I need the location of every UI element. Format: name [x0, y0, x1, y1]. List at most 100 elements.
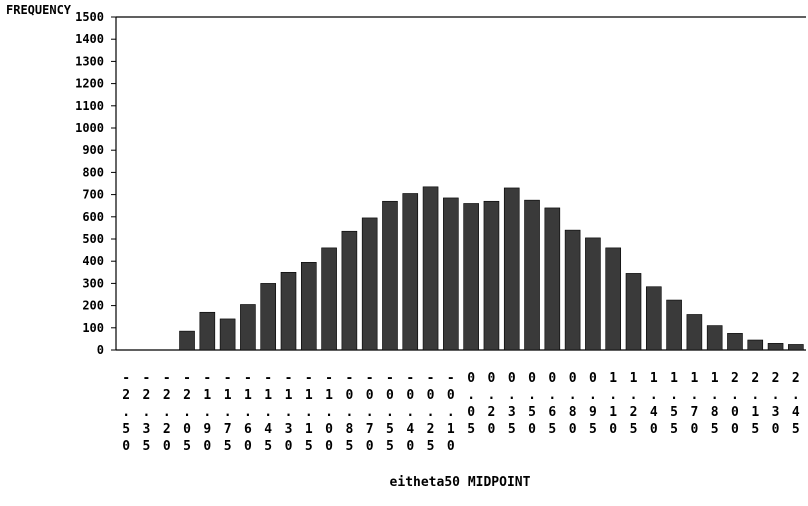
- x-tick-label-char: 1: [305, 388, 313, 403]
- x-tick-label-char: 1: [447, 422, 455, 437]
- x-tick-label-char: 0: [447, 439, 455, 454]
- x-tick-label-char: 5: [427, 439, 435, 454]
- x-tick-label-char: 5: [792, 422, 800, 437]
- bar: [280, 271, 297, 351]
- x-tick-label-char: 8: [345, 422, 353, 437]
- x-tick-label-char: -: [345, 371, 353, 386]
- x-tick-label-char: .: [244, 405, 252, 420]
- bar: [341, 230, 358, 351]
- x-tick-label-char: 4: [792, 405, 800, 420]
- x-tick-label-char: 0: [569, 422, 577, 437]
- x-tick-label-char: .: [386, 405, 394, 420]
- x-tick-label-char: 0: [406, 439, 414, 454]
- y-tick-label: 200: [82, 299, 104, 313]
- x-tick-label-char: 0: [609, 422, 617, 437]
- x-tick-label-char: 0: [528, 422, 536, 437]
- x-tick-label-char: 2: [751, 371, 759, 386]
- x-tick-label-char: 4: [650, 405, 658, 420]
- x-tick-label-char: 0: [406, 388, 414, 403]
- x-tick-label-char: -: [406, 371, 414, 386]
- x-tick-label-char: .: [548, 388, 556, 403]
- x-tick-label-char: 0: [731, 422, 739, 437]
- y-tick-label: 0: [97, 343, 104, 357]
- y-tick-label: 1000: [75, 121, 104, 135]
- bar: [625, 273, 642, 351]
- x-tick-label-char: 2: [488, 405, 496, 420]
- x-tick-label-char: 0: [447, 388, 455, 403]
- x-tick-label-char: 1: [224, 388, 232, 403]
- bar: [524, 199, 540, 351]
- bar: [463, 203, 479, 351]
- x-tick-label-char: -: [244, 371, 252, 386]
- x-tick-label-char: 0: [163, 439, 171, 454]
- bar: [422, 186, 439, 351]
- bar: [260, 283, 277, 351]
- x-tick-label-char: 0: [690, 422, 698, 437]
- bar: [483, 200, 500, 351]
- x-tick-label-char: 0: [508, 371, 516, 386]
- y-tick-label: 1400: [75, 32, 104, 46]
- x-tick-label-char: -: [325, 371, 333, 386]
- x-tick-label-char: 5: [670, 405, 678, 420]
- x-tick-label-char: 0: [731, 405, 739, 420]
- bar: [199, 311, 216, 351]
- bar: [219, 318, 236, 351]
- x-tick-label-char: 8: [711, 405, 719, 420]
- x-tick-label-char: -: [122, 371, 130, 386]
- x-tick-label-char: .: [345, 405, 353, 420]
- bar: [666, 299, 682, 351]
- x-tick-label-char: 0: [467, 405, 475, 420]
- x-tick-label-char: 0: [467, 371, 475, 386]
- x-tick-label-char: 4: [264, 422, 272, 437]
- x-tick-label-char: .: [650, 388, 658, 403]
- y-tick-label: 1200: [75, 77, 104, 91]
- bar: [443, 197, 459, 351]
- x-tick-label-char: 0: [122, 439, 130, 454]
- x-tick-label-char: .: [630, 388, 638, 403]
- bars-group: [179, 186, 804, 351]
- x-tick-label-char: 6: [244, 422, 252, 437]
- x-tick-label-char: 5: [183, 439, 191, 454]
- x-tick-label-char: 5: [386, 439, 394, 454]
- x-tick-label-char: .: [366, 405, 374, 420]
- x-tick-label-char: .: [447, 405, 455, 420]
- x-tick-label-char: .: [609, 388, 617, 403]
- x-tick-label-char: .: [508, 388, 516, 403]
- x-tick-label-char: 1: [630, 371, 638, 386]
- x-tick-label-char: .: [406, 405, 414, 420]
- x-tick-label-char: 5: [305, 439, 313, 454]
- y-tick-label: 900: [82, 143, 104, 157]
- x-tick-label-char: -: [386, 371, 394, 386]
- bar: [382, 200, 398, 351]
- x-tick-label-char: 3: [772, 405, 780, 420]
- y-tick-label: 1500: [75, 10, 104, 24]
- x-tick-label-char: 1: [285, 388, 293, 403]
- x-tick-label-char: 7: [366, 422, 374, 437]
- y-tick-label: 600: [82, 210, 104, 224]
- x-tick-label-char: 2: [143, 388, 151, 403]
- x-tick-label-char: 1: [244, 388, 252, 403]
- bar: [503, 187, 520, 351]
- x-tick-label-char: 1: [305, 422, 313, 437]
- x-tick-label-char: 0: [650, 422, 658, 437]
- x-tick-label-char: 5: [711, 422, 719, 437]
- x-tick-label-char: -: [447, 371, 455, 386]
- x-tick-label-char: 1: [609, 405, 617, 420]
- x-tick-label-char: .: [772, 388, 780, 403]
- x-tick-label-char: 0: [528, 371, 536, 386]
- y-axis-title: FREQUENCY: [6, 3, 72, 17]
- x-tick-label-char: 7: [224, 422, 232, 437]
- x-tick-label-char: .: [751, 388, 759, 403]
- x-tick-label-char: 5: [224, 439, 232, 454]
- bar: [727, 333, 743, 351]
- bar: [788, 344, 804, 351]
- x-tick-label-char: 2: [772, 371, 780, 386]
- x-tick-label-char: .: [163, 405, 171, 420]
- x-tick-label-char: 1: [650, 371, 658, 386]
- x-tick-label-char: -: [285, 371, 293, 386]
- x-tick-label-char: 2: [731, 371, 739, 386]
- x-tick-label-char: 0: [589, 371, 597, 386]
- x-tick-label-char: 2: [630, 405, 638, 420]
- x-tick-label-char: 2: [427, 422, 435, 437]
